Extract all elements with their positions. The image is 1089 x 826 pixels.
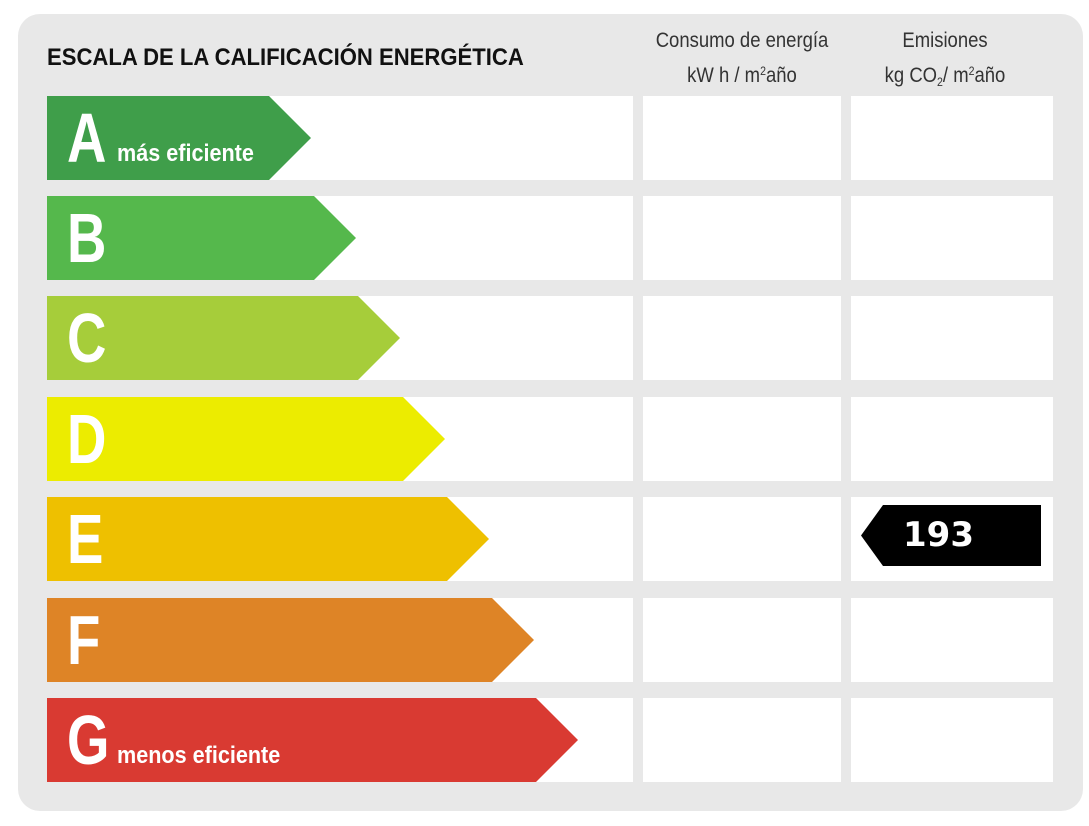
rating-row-d: D [47,397,1053,481]
emisiones-cell [851,296,1053,380]
emisiones-cell [851,397,1053,481]
rating-letter: F [67,601,101,679]
rating-arrow-f: F [47,598,534,682]
emisiones-header-unit: kg CO2/ m2año [884,64,1006,89]
column-header-emisiones: Emisiones kg CO2/ m2año [861,26,1030,97]
emisiones-cell [851,196,1053,280]
consumo-header-line1: Consumo de energía [655,29,829,52]
rating-row-a: A más eficiente [47,96,1053,180]
rating-row-f: F [47,598,1053,682]
rating-sublabel: más eficiente [117,140,254,167]
rating-letter: C [67,299,107,377]
rating-row-g: G menos eficiente [47,698,1053,782]
rating-letter: A [67,99,107,177]
consumo-cell [643,698,841,782]
consumo-cell [643,96,841,180]
column-header-consumo: Consumo de energía kW h / m2año [654,26,830,91]
consumo-cell [643,497,841,581]
emisiones-header-line1: Emisiones [902,29,988,52]
consumo-cell [643,598,841,682]
rating-row-c: C [47,296,1053,380]
emisiones-cell [851,96,1053,180]
consumo-header-unit: kW h / m2año [687,64,797,87]
emisiones-rating-indicator: 193 [861,505,1041,566]
rating-arrow-a: A más eficiente [47,96,311,180]
consumo-cell [643,296,841,380]
rating-letter: G [67,701,110,779]
rating-arrow-e: E [47,497,489,581]
rating-arrow-d: D [47,397,445,481]
rating-sublabel: menos eficiente [117,742,281,769]
rating-arrow-g: G menos eficiente [47,698,578,782]
rating-letter: E [67,500,104,578]
consumo-cell [643,196,841,280]
rating-letter: B [67,199,107,277]
consumo-cell [643,397,841,481]
rating-arrow-b: B [47,196,356,280]
rating-letter: D [67,400,107,478]
page-title: ESCALA DE LA CALIFICACIÓN ENERGÉTICA [47,44,524,71]
rating-arrow-c: C [47,296,400,380]
rating-row-e: E 193 [47,497,1053,581]
rating-row-b: B [47,196,1053,280]
emisiones-cell [851,698,1053,782]
emisiones-value: 193 [903,515,974,555]
emisiones-cell [851,598,1053,682]
